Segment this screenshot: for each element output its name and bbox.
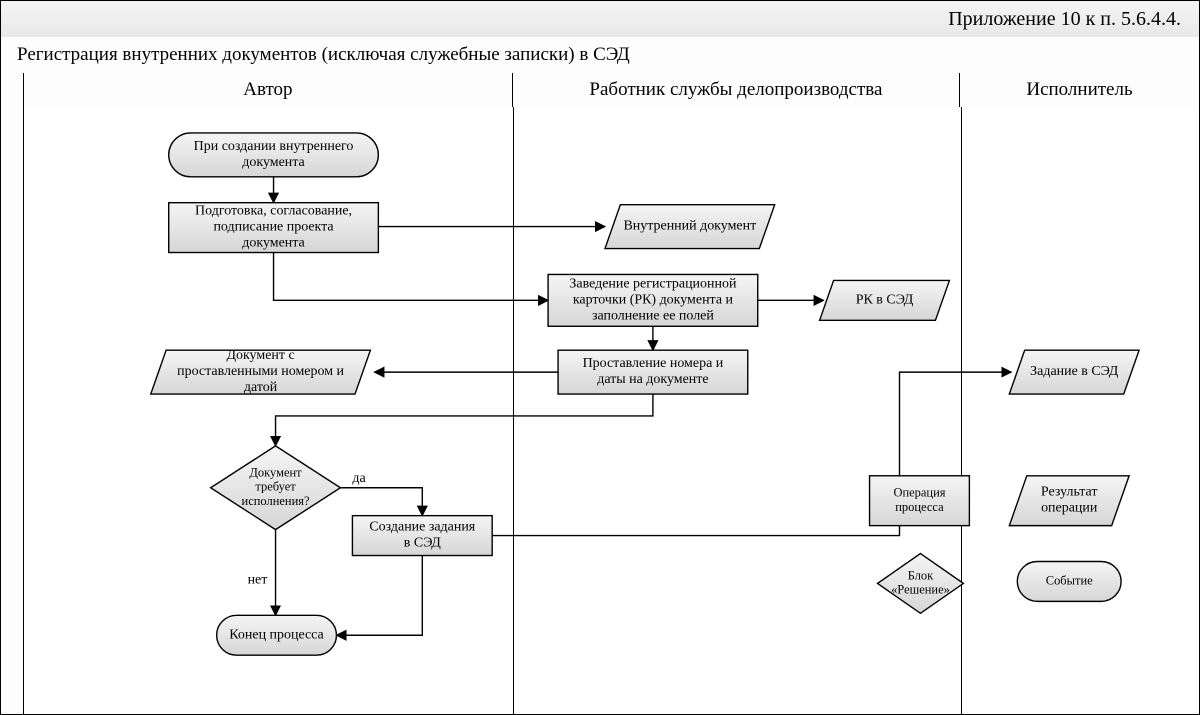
svg-text:РК в СЭД: РК в СЭД <box>856 293 914 308</box>
node-prep: Подготовка, согласование,подписание прое… <box>169 203 379 253</box>
svg-text:Заведение регистрационнойкарто: Заведение регистрационнойкарточки (РК) д… <box>569 277 737 324</box>
svg-text:Событие: Событие <box>1046 573 1093 587</box>
svg-text:Задание в СЭД: Задание в СЭД <box>1030 364 1119 379</box>
page: Приложение 10 к п. 5.6.4.4. Регистрация … <box>0 0 1200 715</box>
node-dec: Документтребуетисполнения? <box>211 446 341 530</box>
lanes-header: Автор Работник службы делопроизводства И… <box>1 73 1199 108</box>
svg-text:Операцияпроцесса: Операцияпроцесса <box>893 485 945 513</box>
lane-header-clerk: Работник службы делопроизводства <box>513 73 960 107</box>
svg-text:Внутренний документ: Внутренний документ <box>623 219 756 234</box>
lane-header-author: Автор <box>24 73 513 107</box>
node-end: Конец процесса <box>217 615 337 655</box>
lane-header-exec: Исполнитель <box>960 73 1199 107</box>
node-lg_proc: Операцияпроцесса <box>870 476 970 526</box>
page-title: Регистрация внутренних документов (исклю… <box>17 44 630 66</box>
svg-text:Результатоперации: Результатоперации <box>1041 485 1098 516</box>
appendix-bar: Приложение 10 к п. 5.6.4.4. <box>1 1 1199 38</box>
svg-text:нет: нет <box>248 572 268 587</box>
node-regcard: Заведение регистрационнойкарточки (РК) д… <box>548 274 758 326</box>
flowchart-svg: При создании внутреннегодокумента Подгото… <box>1 107 1199 714</box>
node-task: Задание в СЭД <box>1009 350 1139 394</box>
node-docnum: Документ спроставленными номером идатой <box>151 348 371 395</box>
appendix-text: Приложение 10 к п. 5.6.4.4. <box>948 8 1181 31</box>
node-lg_evt: Событие <box>1017 562 1121 602</box>
title-bar: Регистрация внутренних документов (исклю… <box>1 37 1199 74</box>
node-createtask: Создание заданияв СЭД <box>352 516 492 556</box>
svg-text:Конец процесса: Конец процесса <box>229 627 323 642</box>
node-intdoc: Внутренний документ <box>605 205 775 249</box>
swim-area: При создании внутреннегодокумента Подгото… <box>1 107 1199 714</box>
svg-text:да: да <box>352 471 365 486</box>
node-stamp: Проставление номера идаты на документе <box>558 350 748 394</box>
node-rk: РК в СЭД <box>820 280 950 320</box>
node-lg_res: Результатоперации <box>1009 476 1129 526</box>
node-start: При создании внутреннегодокумента <box>169 133 379 177</box>
node-lg_dec: Блок«Решение» <box>878 554 964 614</box>
lane-stub <box>1 73 24 107</box>
svg-text:Проставление номера идаты на д: Проставление номера идаты на документе <box>583 356 724 387</box>
